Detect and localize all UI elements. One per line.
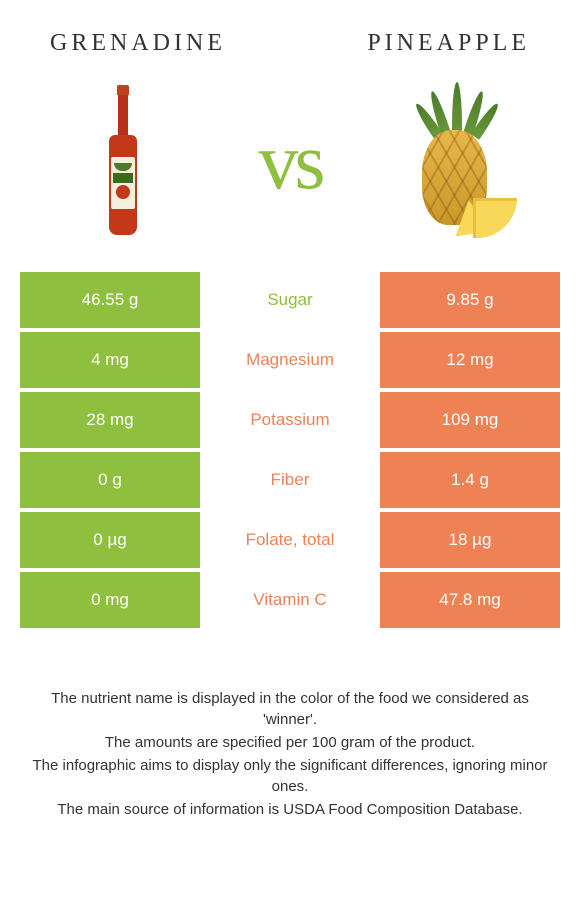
footer-notes: The nutrient name is displayed in the co… (20, 688, 560, 820)
right-value: 109 mg (380, 392, 560, 448)
table-row: 4 mgMagnesium12 mg (20, 332, 560, 388)
footer-line: The infographic aims to display only the… (30, 755, 550, 797)
nutrient-label: Folate, total (200, 512, 380, 568)
nutrient-label: Fiber (200, 452, 380, 508)
right-value: 12 mg (380, 332, 560, 388)
left-value: 28 mg (20, 392, 200, 448)
nutrient-label: Potassium (200, 392, 380, 448)
pineapple-icon (397, 82, 517, 242)
table-row: 0 gFiber1.4 g (20, 452, 560, 508)
nutrient-label: Magnesium (200, 332, 380, 388)
vs-label: vs (258, 117, 321, 208)
nutrient-label: Vitamin C (200, 572, 380, 628)
right-value: 18 µg (380, 512, 560, 568)
comparison-header: GRENADINE PINEAPPLE (20, 30, 560, 57)
table-row: 0 mgVitamin C47.8 mg (20, 572, 560, 628)
nutrient-label: Sugar (200, 272, 380, 328)
left-value: 46.55 g (20, 272, 200, 328)
table-row: 46.55 gSugar9.85 g (20, 272, 560, 328)
left-value: 4 mg (20, 332, 200, 388)
nutrient-table: 46.55 gSugar9.85 g4 mgMagnesium12 mg28 m… (20, 272, 560, 628)
pineapple-image (387, 82, 527, 242)
right-value: 9.85 g (380, 272, 560, 328)
table-row: 0 µgFolate, total18 µg (20, 512, 560, 568)
grenadine-image (53, 82, 193, 242)
right-food-title: PINEAPPLE (367, 30, 530, 57)
footer-line: The nutrient name is displayed in the co… (30, 688, 550, 730)
footer-line: The main source of information is USDA F… (30, 799, 550, 820)
left-value: 0 mg (20, 572, 200, 628)
left-value: 0 µg (20, 512, 200, 568)
images-row: vs (20, 77, 560, 247)
left-value: 0 g (20, 452, 200, 508)
footer-line: The amounts are specified per 100 gram o… (30, 732, 550, 753)
right-value: 47.8 mg (380, 572, 560, 628)
left-food-title: GRENADINE (50, 30, 226, 57)
right-value: 1.4 g (380, 452, 560, 508)
bottle-icon (103, 85, 143, 240)
table-row: 28 mgPotassium109 mg (20, 392, 560, 448)
